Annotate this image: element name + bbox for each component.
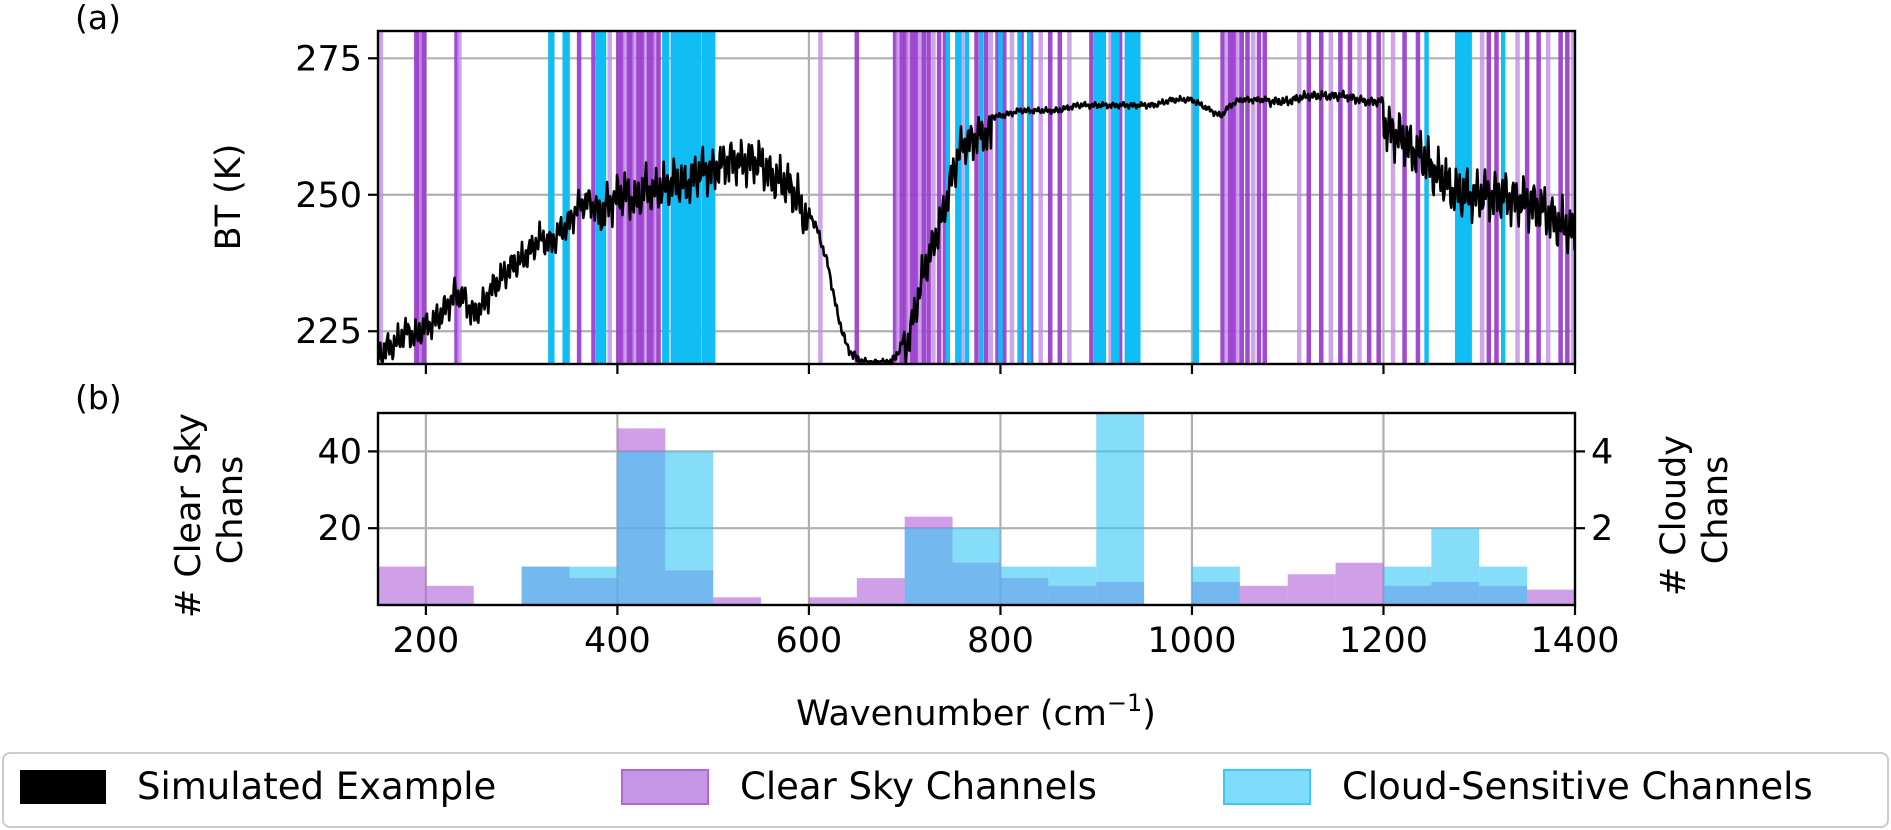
panel-a-ytick-label: 225 [295, 312, 362, 352]
simulated-example-line [378, 89, 1575, 364]
cloudy-bar [521, 566, 570, 605]
panel-b-xtick-label: 600 [776, 621, 843, 661]
panel-a-ylabel: BT (K) [209, 144, 249, 251]
panel-b-xtick-label: 200 [392, 621, 459, 661]
cloudy-bar [952, 528, 1001, 605]
panel-b-x-ticks: 200 400 600 800 1000 1200 1400 [392, 605, 1620, 661]
panel-a-ytick-label: 250 [295, 176, 362, 216]
panel-b-right-ytick-label: 4 [1591, 432, 1613, 472]
panel-b-xtick-label: 800 [967, 621, 1034, 661]
cloudy-bar [1048, 566, 1097, 605]
left-ylabel-line-2: Chans [211, 456, 251, 565]
cloudy-bar [617, 451, 666, 605]
legend-label-clear-sky: Clear Sky Channels [740, 765, 1097, 808]
panel-b-xtick-label: 1400 [1530, 621, 1619, 661]
legend-box [2, 752, 1889, 828]
cloudy-bar [904, 528, 953, 605]
channel-markers [378, 31, 1575, 364]
cloudy-bar [1096, 413, 1145, 605]
clear-sky-bar [425, 585, 474, 605]
clear-sky-bar [713, 597, 762, 605]
panel-b-xlabel: Wavenumber (cm−1) [796, 689, 1156, 734]
simulated-example-series [378, 89, 1575, 364]
cloudy-bar [1383, 566, 1432, 605]
cloudy-histogram [521, 413, 1528, 605]
clear-sky-bar [1335, 562, 1384, 605]
cloudy-bar [1431, 528, 1480, 605]
legend-swatch-clear-sky [621, 769, 709, 805]
legend-swatch-cloud [1223, 769, 1311, 805]
xlabel-superscript: −1 [1107, 689, 1142, 717]
panel-a-y-ticks: 225 250 275 [295, 39, 378, 352]
panel-b-left-ytick-label: 20 [317, 509, 362, 549]
cloudy-bar [1000, 566, 1049, 605]
cloudy-bar [569, 566, 618, 605]
panel-b-frame [376, 411, 1577, 607]
clear-sky-bar [378, 566, 426, 605]
cloudy-bar [665, 451, 714, 605]
panel-b-right-y-ticks: 24 [1575, 432, 1613, 549]
panel-b-xtick-label: 1000 [1147, 621, 1236, 661]
legend-swatch-simulated [20, 770, 106, 804]
panel-a-x-ticks [424, 364, 1577, 374]
legend: Simulated Example Clear Sky Channels Clo… [2, 752, 1889, 828]
cloudy-bar [1191, 566, 1240, 605]
panel-b-xtick-label: 1200 [1339, 621, 1428, 661]
clear-sky-bar [1527, 589, 1575, 605]
panel-a-brightness-temperature: (a) 225 250 275 BT (K) [75, 0, 1577, 374]
left-ylabel-line-1: # Clear Sky [169, 413, 209, 618]
panel-b-right-ylabel: # Cloudy Chans [1654, 424, 1736, 596]
right-ylabel-line-1: # Cloudy [1654, 435, 1694, 596]
clear-sky-bar [808, 597, 857, 605]
clear-sky-bar [1287, 574, 1336, 605]
xlabel-main: Wavenumber (cm [796, 694, 1107, 734]
panel-a-frame [376, 29, 1577, 366]
xlabel-end: ) [1142, 694, 1156, 734]
legend-label-cloud: Cloud-Sensitive Channels [1342, 765, 1813, 808]
panel-b-left-ytick-label: 40 [317, 432, 362, 472]
panel-b-left-ylabel: # Clear Sky Chans [169, 402, 251, 618]
clear-sky-bar [1239, 585, 1288, 605]
panel-a-label: (a) [75, 0, 121, 37]
panel-a-ytick-label: 275 [295, 39, 362, 79]
panel-b-right-ytick-label: 2 [1591, 509, 1613, 549]
panel-b-xtick-label: 400 [584, 621, 651, 661]
legend-label-simulated: Simulated Example [137, 765, 496, 808]
right-ylabel-line-2: Chans [1696, 456, 1736, 565]
clear-sky-bar [856, 578, 905, 605]
panel-b-label: (b) [75, 378, 122, 417]
cloudy-bar [1479, 566, 1528, 605]
